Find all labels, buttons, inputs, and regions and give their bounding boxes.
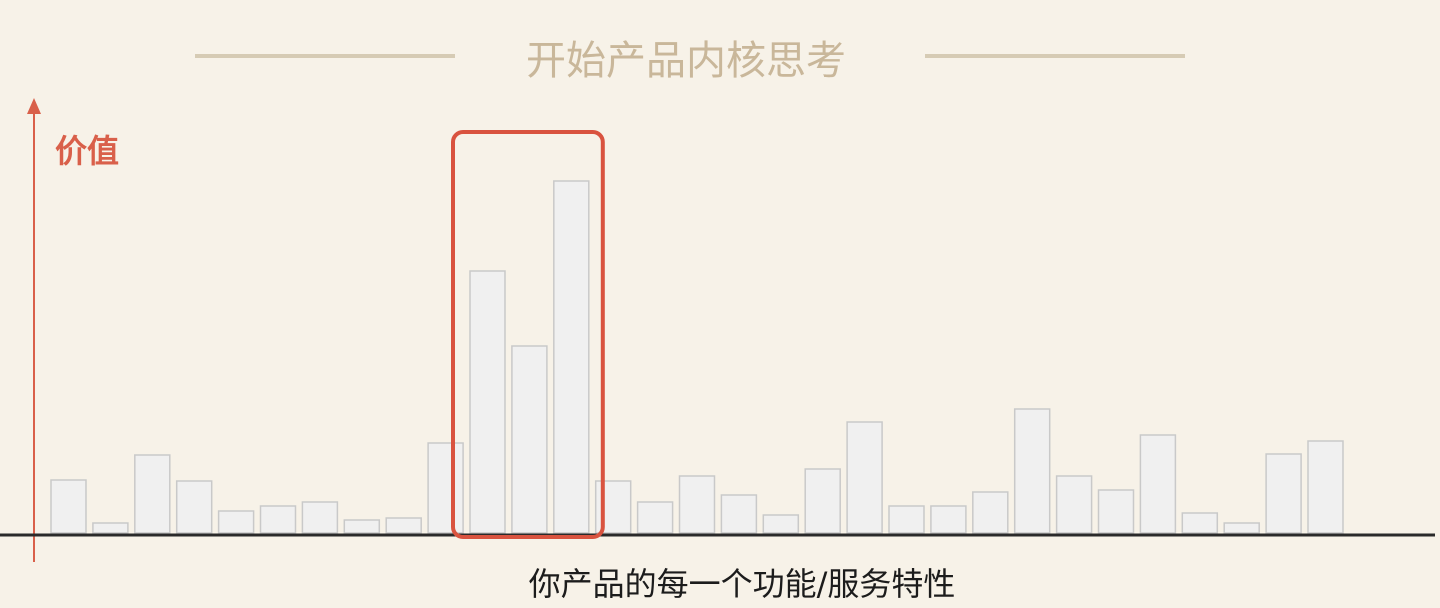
bar-22 xyxy=(930,505,967,534)
chart-title: 开始产品内核思考 xyxy=(526,38,846,84)
bar-27 xyxy=(1139,434,1177,534)
bar-16 xyxy=(678,475,716,534)
bar-30 xyxy=(1265,453,1302,534)
bar-28 xyxy=(1181,512,1219,534)
bar-24 xyxy=(1013,408,1051,534)
bar-11 xyxy=(469,270,506,534)
bar-18 xyxy=(762,514,800,534)
bar-23 xyxy=(972,491,1009,534)
bar-10 xyxy=(427,442,464,534)
bar-15 xyxy=(636,501,674,534)
bars-group xyxy=(50,180,1344,534)
bar-13 xyxy=(553,180,590,534)
bar-17 xyxy=(720,494,758,534)
bar-9 xyxy=(385,517,422,534)
bar-5 xyxy=(217,510,255,534)
bar-2 xyxy=(92,522,129,534)
y-axis-label: 价值 xyxy=(55,132,119,170)
y-axis-arrow-icon xyxy=(27,98,41,114)
bar-20 xyxy=(846,421,883,534)
bar-8 xyxy=(343,519,381,534)
bar-21 xyxy=(888,505,925,534)
highlight-box xyxy=(451,130,605,539)
bar-31 xyxy=(1307,440,1344,534)
bar-3 xyxy=(134,454,171,534)
bar-19 xyxy=(804,468,841,534)
bar-7 xyxy=(301,501,339,534)
bar-12 xyxy=(511,345,548,534)
bar-4 xyxy=(175,480,213,534)
bar-6 xyxy=(259,505,297,534)
bar-29 xyxy=(1223,522,1260,534)
bar-1 xyxy=(50,479,87,534)
x-axis-label: 你产品的每一个功能/服务特性 xyxy=(529,565,956,603)
bar-26 xyxy=(1097,489,1135,534)
bar-25 xyxy=(1055,475,1093,534)
